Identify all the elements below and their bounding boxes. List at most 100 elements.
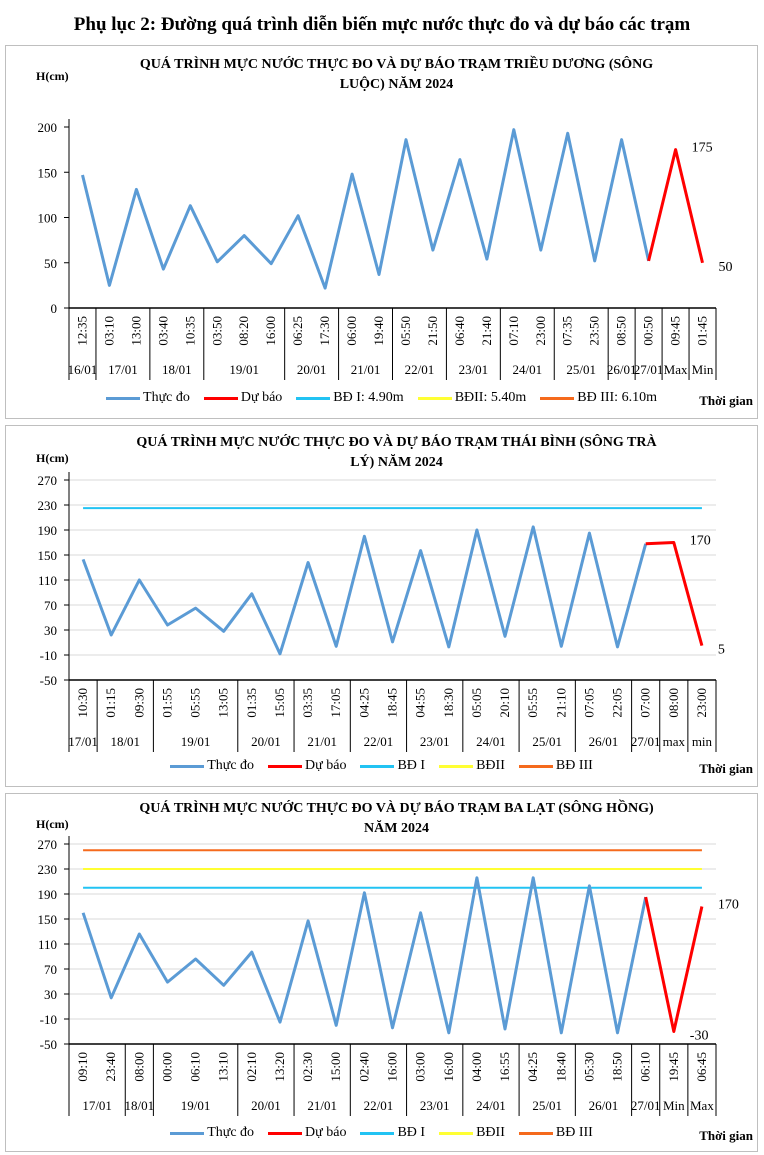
y-tick-label: -50 [40, 673, 57, 688]
data-label: 170 [690, 534, 711, 549]
date-group-label: 18/01 [110, 734, 140, 749]
x-tick-label: 21:10 [553, 688, 568, 718]
x-tick-label: 06:40 [452, 316, 467, 346]
x-tick-label: 05:55 [525, 688, 540, 718]
x-tick-label: 01:15 [103, 688, 118, 718]
x-tick-label: 03:00 [413, 1052, 428, 1082]
y-tick-label: 30 [44, 987, 57, 1002]
y-tick-label: 200 [38, 120, 58, 135]
x-tick-label: 13:10 [216, 1052, 231, 1082]
x-tick-label: 23:00 [533, 316, 548, 346]
x-tick-label: 23:00 [694, 688, 709, 718]
chart-1: QUÁ TRÌNH MỰC NƯỚC THỰC ĐO VÀ DỰ BÁO TRẠ… [5, 45, 758, 419]
data-label: 175 [692, 141, 713, 156]
legend-label: BĐ III: 6.10m [577, 390, 657, 405]
page-title: Phụ lục 2: Đường quá trình diễn biến mực… [73, 14, 691, 35]
x-tick-label: 08:00 [666, 688, 681, 718]
legend-item: Thực đo [170, 1125, 254, 1141]
x-tick-label: 13:05 [216, 688, 231, 718]
legend-item: BĐ I: 4.90m [296, 390, 404, 406]
x-tick-label: 16:00 [385, 1052, 400, 1082]
actual-series-line [81, 525, 648, 656]
legend-swatch [170, 764, 205, 768]
chart-title: LÝ) NĂM 2024 [350, 453, 443, 470]
date-group-label: 21/01 [307, 1098, 337, 1113]
y-tick-label: 190 [38, 523, 58, 538]
x-tick-label: 05:50 [398, 316, 413, 346]
x-tick-label: 06:25 [290, 316, 305, 346]
date-group-label: 24/01 [512, 362, 542, 377]
legend-label: BĐ I: 4.90m [333, 390, 404, 405]
forecast-series-line [644, 896, 704, 1033]
x-tick-label: 01:35 [244, 688, 259, 718]
data-label: 170 [718, 898, 739, 913]
legend-item: Dự báo [268, 1125, 346, 1141]
legend-swatch [439, 764, 474, 768]
x-tick-label: 03:50 [209, 316, 224, 346]
date-group-label: 17/01 [108, 362, 138, 377]
x-axis-label: Thời gian [699, 761, 753, 776]
legend-swatch [360, 764, 395, 768]
data-label: -30 [690, 1029, 709, 1044]
date-group-label: max [663, 734, 686, 749]
forecast-series-line [645, 541, 704, 646]
chart-svg: QUÁ TRÌNH MỰC NƯỚC THỰC ĐO VÀ DỰ BÁO TRẠ… [36, 798, 739, 1116]
x-tick-label: 21:40 [479, 316, 494, 346]
x-tick-label: 16:00 [263, 316, 278, 346]
x-tick-label: 18:30 [441, 688, 456, 718]
x-tick-label: 08:20 [236, 316, 251, 346]
y-tick-label: 30 [44, 623, 57, 638]
x-tick-label: 01:45 [695, 316, 710, 346]
x-tick-label: 02:30 [300, 1052, 315, 1082]
x-tick-label: 06:45 [694, 1052, 709, 1082]
date-group-label: 27/01 [631, 734, 661, 749]
y-tick-label: 70 [44, 962, 57, 977]
legend: Thực đo Dự báo BĐ I BĐII BĐ III [6, 1125, 757, 1141]
data-label: 50 [719, 260, 733, 275]
x-tick-label: 21:50 [425, 316, 440, 346]
date-group-label: 25/01 [532, 734, 562, 749]
x-tick-label: 19:40 [371, 316, 386, 346]
legend-item: BĐ I [360, 1125, 425, 1141]
y-tick-label: 190 [38, 887, 58, 902]
date-group-label: 27/01 [631, 1098, 661, 1113]
y-tick-label: 50 [44, 256, 57, 271]
y-tick-label: 70 [44, 598, 57, 613]
x-tick-label: 15:00 [328, 1052, 343, 1082]
y-tick-label: 230 [38, 498, 58, 513]
legend-swatch [518, 764, 553, 768]
chart-svg: QUÁ TRÌNH MỰC NƯỚC THỰC ĐO VÀ DỰ BÁO TRẠ… [36, 55, 733, 380]
y-axis-label: H(cm) [36, 69, 69, 83]
date-group-label: 27/01 [634, 362, 664, 377]
x-tick-label: 03:10 [101, 316, 116, 346]
legend-item: BĐ III [518, 758, 593, 774]
x-tick-label: 03:40 [155, 316, 170, 346]
date-group-label: 16/01 [68, 362, 98, 377]
date-group-label: 26/01 [589, 734, 619, 749]
legend-item: Dự báo [203, 390, 282, 406]
legend-label: BĐII [476, 758, 505, 773]
legend-swatch [296, 396, 331, 400]
x-tick-label: 04:00 [469, 1052, 484, 1082]
legend-swatch [360, 1131, 395, 1135]
y-axis-label: H(cm) [36, 451, 69, 465]
actual-series-line [81, 128, 651, 290]
chart-title: QUÁ TRÌNH MỰC NƯỚC THỰC ĐO VÀ DỰ BÁO TRẠ… [136, 433, 657, 450]
legend-swatch [439, 1131, 474, 1135]
y-tick-label: 150 [38, 548, 58, 563]
x-tick-label: 02:40 [356, 1052, 371, 1082]
y-axis-label: H(cm) [36, 817, 69, 831]
legend-label: Dự báo [305, 1125, 347, 1140]
date-group-label: 18/01 [162, 362, 192, 377]
date-group-label: 17/01 [68, 734, 98, 749]
date-group-label: 24/01 [476, 1098, 506, 1113]
chart-svg: QUÁ TRÌNH MỰC NƯỚC THỰC ĐO VÀ DỰ BÁO TRẠ… [36, 433, 725, 752]
legend-label: BĐ III [555, 1125, 593, 1140]
y-tick-label: -10 [40, 1012, 57, 1027]
legend-label: BĐ I [397, 758, 426, 773]
date-group-label: 17/01 [82, 1098, 112, 1113]
x-tick-label: 10:30 [75, 688, 90, 718]
x-tick-label: 17:05 [328, 688, 343, 718]
date-group-label: 25/01 [532, 1098, 562, 1113]
x-tick-label: 18:50 [610, 1052, 625, 1082]
